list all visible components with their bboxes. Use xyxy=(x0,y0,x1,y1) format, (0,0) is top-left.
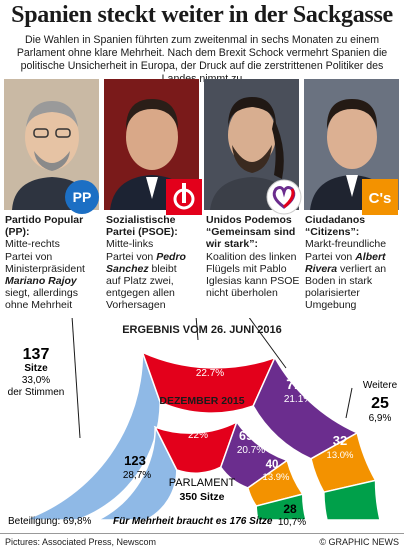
party-desc: Vorhersagen xyxy=(106,299,166,312)
turnout-label: Beteiligung: 69,8% xyxy=(8,516,92,527)
footer-divider xyxy=(0,533,404,534)
party-name-cs: Ciudadanos “Citizens”: xyxy=(305,214,366,239)
label-cs-2016-pct: 13.0% xyxy=(327,450,354,461)
party-desc: siegt, allerdings xyxy=(5,287,78,300)
majority-label: Für Mehrheit braucht es 176 Sitze xyxy=(113,516,273,527)
label-psoe-2015-pct: 22% xyxy=(188,430,208,441)
party-desc: Boden in stark xyxy=(305,275,373,288)
party-desc: entgegen allen xyxy=(106,287,175,300)
label-podemos-2016-pct: 21.1% xyxy=(284,394,312,405)
leader-line xyxy=(345,387,353,419)
party-desc: ohne Mehrheit xyxy=(5,299,73,312)
label-cs-2015-pct: 13.9% xyxy=(263,472,290,483)
party-desc: Mitte-links xyxy=(106,238,154,251)
label-psoe-2016: 85 xyxy=(202,350,218,366)
party-desc: Iglesias kann PSOE xyxy=(206,275,300,288)
party-name-pp: Partido Popular (PP): xyxy=(5,214,84,239)
party-name-podemos: Unidos Podemos xyxy=(206,214,292,226)
label-podemos-2015-pct: 20.7% xyxy=(237,445,265,456)
party-text-podemos: Unidos Podemos “Gemeinsam sind wir stark… xyxy=(206,214,302,299)
party-desc: Ministerpräsident xyxy=(5,262,85,275)
label-cs-2016: 32 xyxy=(333,433,347,448)
inner-ring-2015 xyxy=(97,420,307,521)
label-pp-2016-sub: Sitze xyxy=(24,363,48,374)
intro-text: Die Wahlen in Spanien führten zum zweite… xyxy=(16,34,388,85)
parliament-chart: ERGEBNIS VOM 26. JUNI 2016 DEZEMBER 2015… xyxy=(8,318,398,528)
svg-text:C's: C's xyxy=(369,190,392,207)
party-desc: bleibt xyxy=(151,262,177,275)
party-desc: polarisierter xyxy=(305,287,360,300)
seat-segment-weitere xyxy=(255,493,307,521)
party-desc: Flügels mit Pablo xyxy=(206,262,287,275)
chart-title-2015: DEZEMBER 2015 xyxy=(159,395,244,407)
leader-line xyxy=(248,318,287,369)
chart-title-2016: ERGEBNIS VOM 26. JUNI 2016 xyxy=(122,324,282,336)
label-weitere-2016: 25 xyxy=(371,395,389,412)
party-desc: Partei von xyxy=(305,250,353,263)
copyright: © GRAPHIC NEWS xyxy=(319,537,399,547)
podemos-logo-icon xyxy=(266,179,302,215)
seat-segment-weitere xyxy=(323,479,381,521)
leader-lines xyxy=(71,318,353,439)
label-weitere-2015-pct: 10,7% xyxy=(278,517,306,528)
parliament-seats: 350 Sitze xyxy=(180,491,225,503)
party-text-psoe: Sozialistische Partei (PSOE): Mitte-link… xyxy=(106,214,202,312)
outer-ring-2016 xyxy=(23,350,381,521)
label-pp-2015-pct: 28,7% xyxy=(123,470,151,481)
party-desc: nicht überholen xyxy=(206,287,278,300)
pp-logo-icon: PP xyxy=(65,180,99,214)
party-desc: Umgebung xyxy=(305,299,357,312)
party-desc: verliert an xyxy=(340,262,387,275)
label-weitere-name: Weitere xyxy=(363,380,398,391)
label-pp-2016-pct: 33,0% xyxy=(22,375,50,386)
label-psoe-2015: 90 xyxy=(191,414,205,428)
label-weitere-2016-pct: 6,9% xyxy=(369,413,392,424)
label-podemos-2016: 71 xyxy=(286,376,302,392)
page-title: Spanien steckt weiter in der Sackgasse xyxy=(11,2,393,28)
party-leader: Albert Rivera xyxy=(305,250,386,275)
svg-text:PP: PP xyxy=(73,189,92,205)
party-desc: Markt-freundliche xyxy=(305,238,387,251)
party-desc: auf Platz zwei, xyxy=(106,275,174,288)
label-psoe-2016-pct: 22.7% xyxy=(196,368,224,379)
cs-logo-icon: C's xyxy=(362,179,398,215)
portrait-rajoy xyxy=(4,79,99,210)
label-pp-2016-note: der Stimmen xyxy=(8,387,65,398)
label-cs-2015: 40 xyxy=(266,459,279,471)
party-text-cs: Ciudadanos “Citizens”: Markt-freundliche… xyxy=(305,214,401,312)
parliament-label: PARLAMENT xyxy=(169,477,236,489)
party-leader: Mariano Rajoy xyxy=(5,275,77,288)
party-desc: Mitte-rechts xyxy=(5,238,60,251)
label-weitere-2015: 28 xyxy=(283,502,297,516)
leader-line xyxy=(195,318,199,341)
party-slogan: “Gemeinsam sind wir stark”: xyxy=(206,226,296,251)
leader-line xyxy=(71,318,81,439)
photo-credit: Pictures: Associated Press, Newscom xyxy=(5,537,157,547)
label-pp-2015: 123 xyxy=(124,453,146,468)
psoe-logo-icon xyxy=(166,179,202,215)
party-leader: Pedro Sanchez xyxy=(106,250,186,275)
party-name-psoe: Sozialistische Partei (PSOE): xyxy=(106,214,178,239)
party-text-pp: Partido Popular (PP): Mitte-rechts Parte… xyxy=(5,214,101,312)
label-podemos-2015: 69 xyxy=(239,429,253,443)
party-desc: Koalition des linken xyxy=(206,250,297,263)
party-desc: Partei von xyxy=(106,250,154,263)
party-desc: Partei von xyxy=(5,250,53,263)
label-pp-2016: 137 xyxy=(23,346,50,363)
